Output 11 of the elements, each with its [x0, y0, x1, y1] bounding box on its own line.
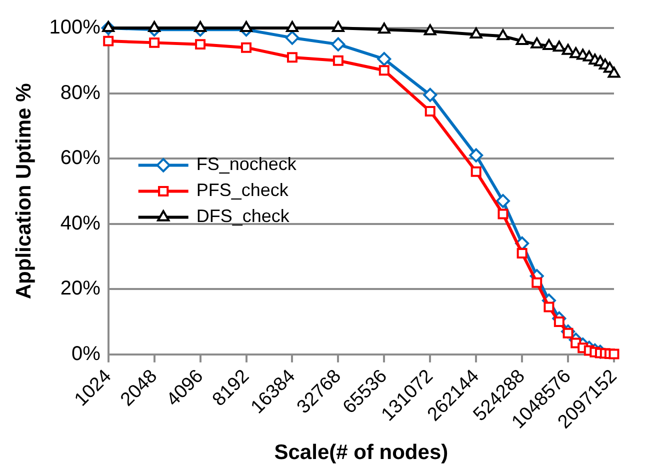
- y-tick-label: 60%: [60, 147, 101, 170]
- y-tick-label: 40%: [60, 212, 101, 234]
- y-axis-title: Application Uptime %: [12, 82, 36, 300]
- legend-label: FS_nocheck: [196, 154, 298, 174]
- y-tick-label: 80%: [60, 82, 101, 104]
- y-tick-label: 0%: [71, 342, 101, 365]
- legend-label: DFS_check: [196, 206, 290, 226]
- y-tick-label: 20%: [60, 278, 101, 300]
- legend-label: PFS_check: [196, 180, 290, 200]
- y-tick-label: 100%: [49, 16, 101, 39]
- x-axis-title: Scale(# of nodes): [274, 441, 448, 464]
